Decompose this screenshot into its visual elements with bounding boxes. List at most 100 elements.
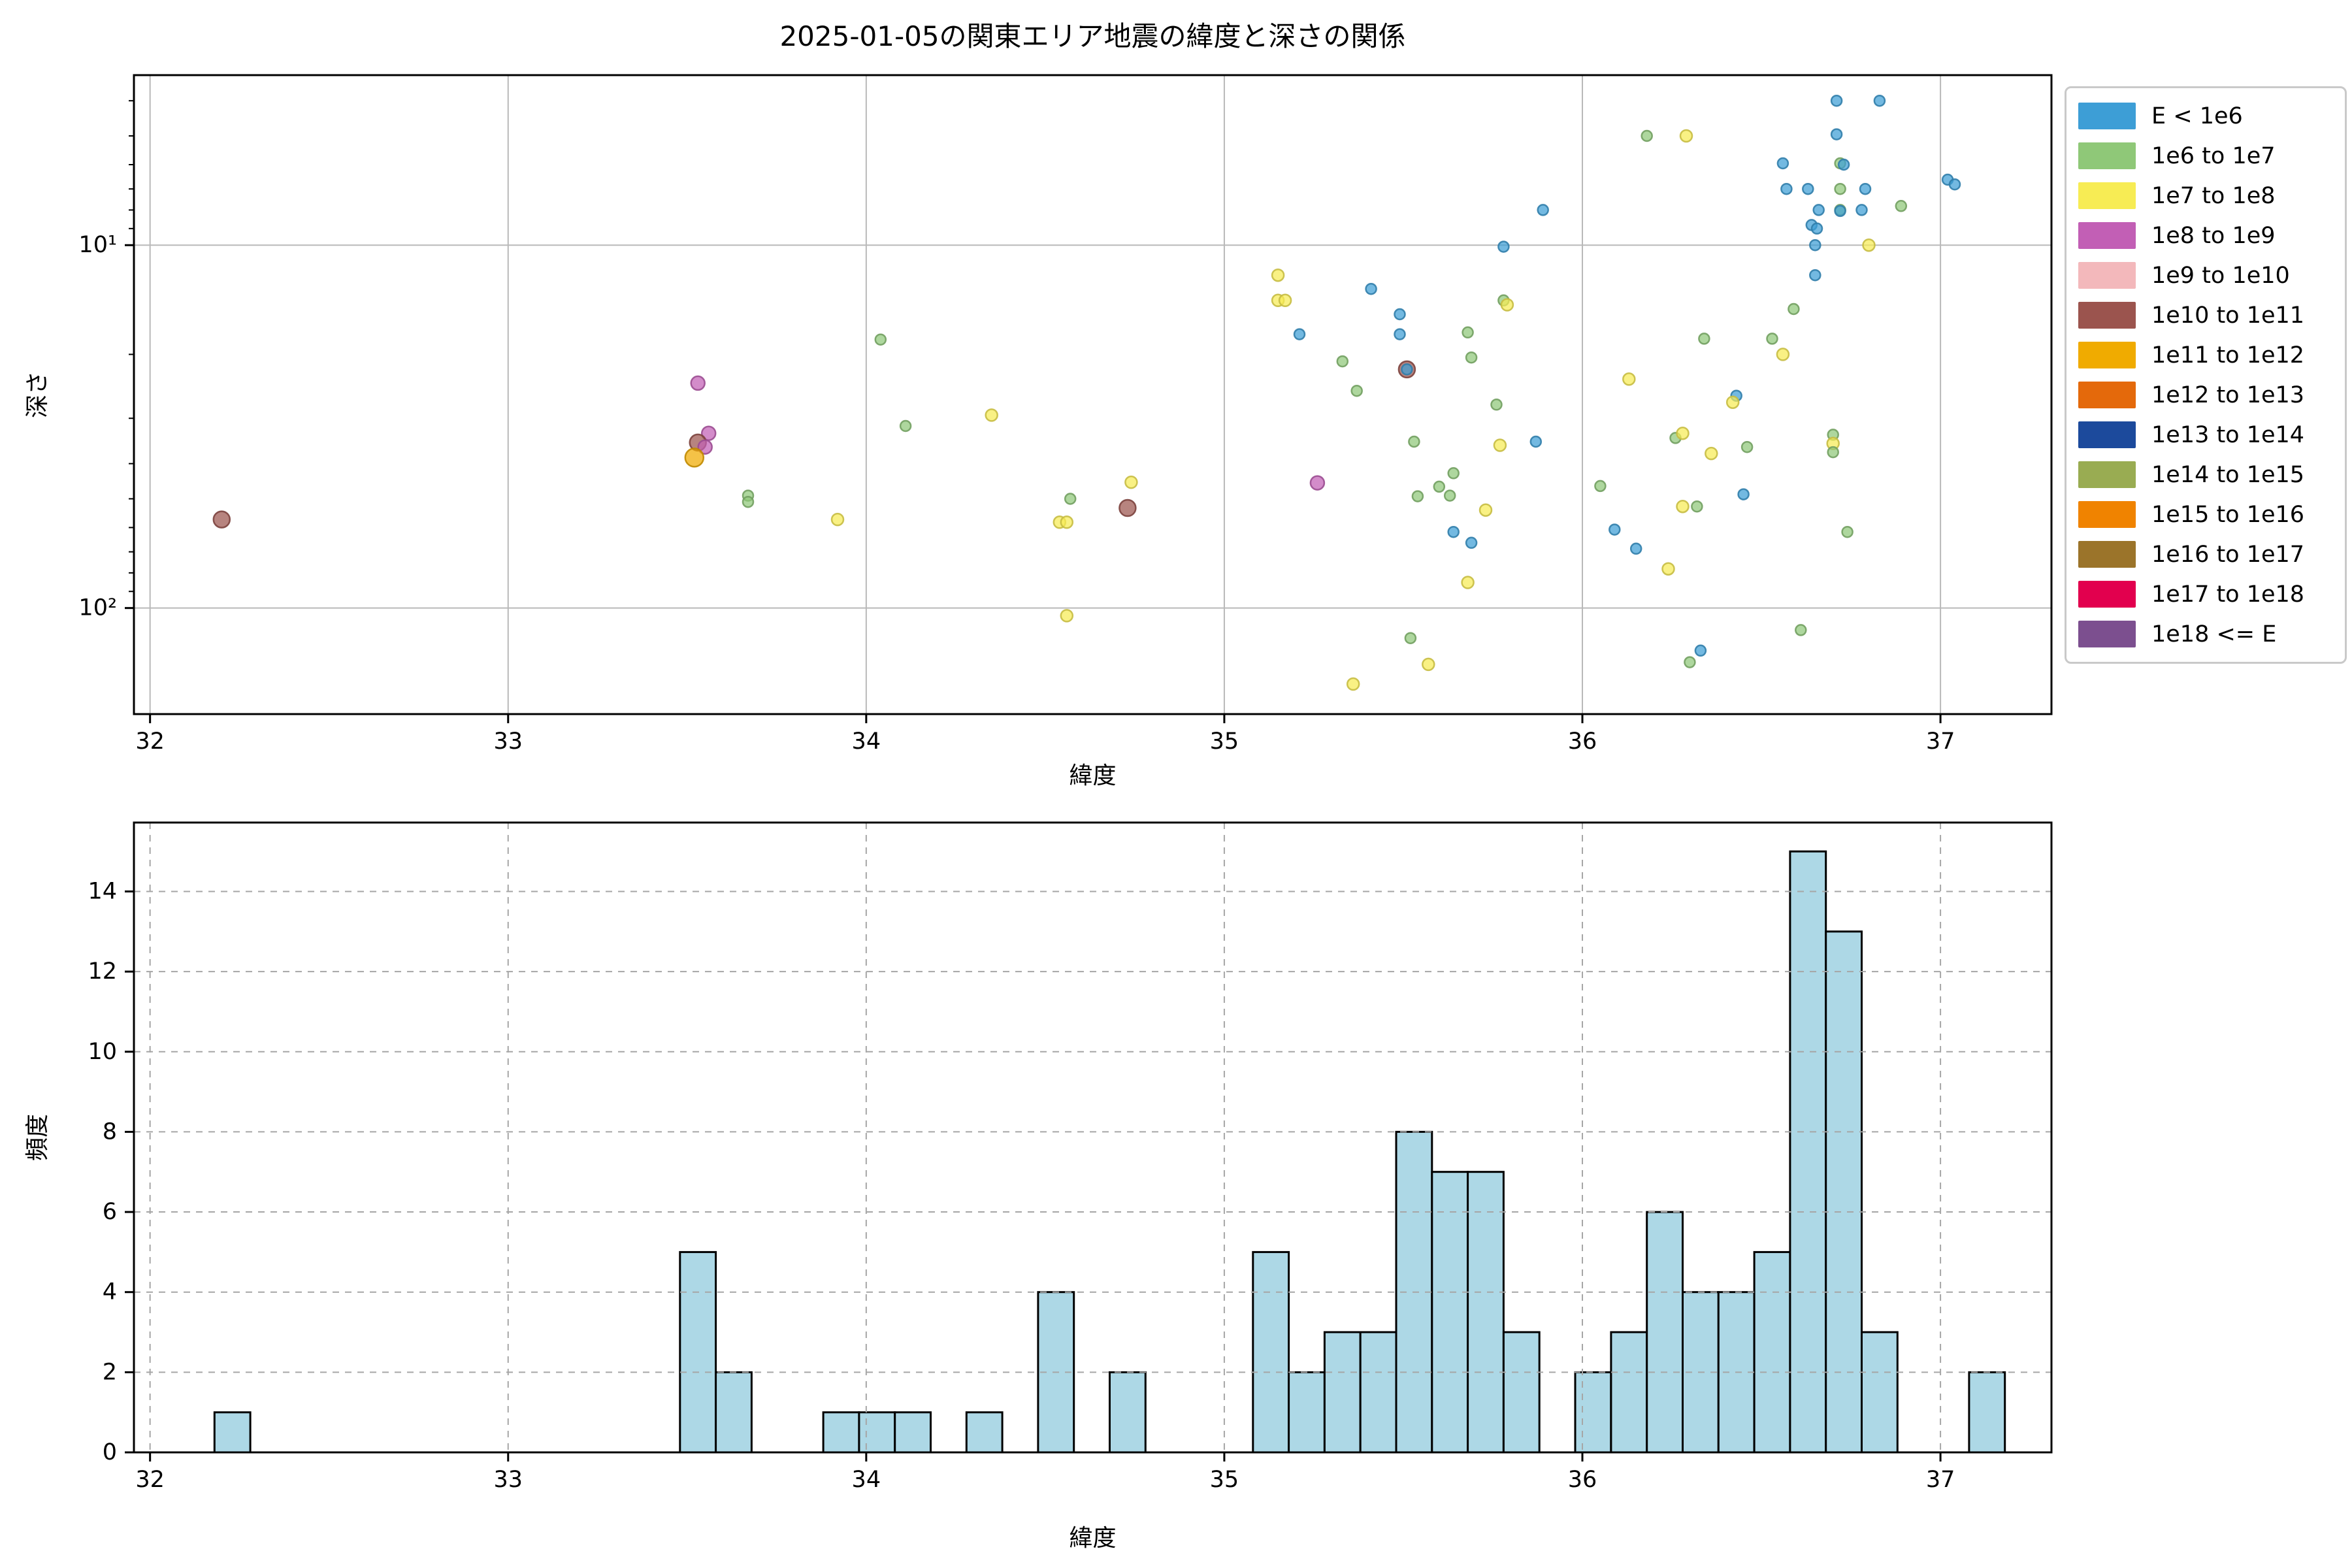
scatter-point xyxy=(1394,328,1406,340)
legend-label: 1e7 to 1e8 xyxy=(2151,182,2276,209)
hist-bar xyxy=(1825,930,1863,1454)
scatter-point xyxy=(1500,298,1514,312)
legend-swatch xyxy=(2078,342,2136,368)
scatter-point xyxy=(1060,515,1074,529)
scatter-point xyxy=(1705,446,1718,461)
scatter-point xyxy=(1461,576,1475,589)
scatter-point xyxy=(1609,523,1621,536)
scatter-point xyxy=(1462,326,1474,339)
scatter-point xyxy=(1465,351,1478,364)
hist-bar xyxy=(1502,1331,1541,1454)
hist-bar xyxy=(822,1411,860,1454)
scatter-point xyxy=(1837,158,1850,171)
scatter-point xyxy=(1684,656,1696,668)
legend-item: 1e11 to 1e12 xyxy=(2066,335,2345,375)
legend-swatch xyxy=(2078,302,2136,329)
scatter-point xyxy=(1309,475,1326,491)
hist-y-tick-label: 6 xyxy=(103,1199,117,1225)
legend-swatch xyxy=(2078,501,2136,528)
hist-bar xyxy=(213,1411,252,1454)
legend-item: 1e10 to 1e11 xyxy=(2066,295,2345,335)
scatter-axes: 32 33 34 35 36 37 10¹ 10² xyxy=(78,74,2053,755)
hist-bar xyxy=(1431,1171,1469,1454)
legend: E < 1e6 1e6 to 1e7 1e7 to 1e8 1e8 to 1e9 1e9… xyxy=(2065,86,2347,664)
scatter-point xyxy=(1810,222,1823,235)
hist-y-tick-label: 12 xyxy=(88,958,117,985)
legend-item: 1e12 to 1e13 xyxy=(2066,375,2345,415)
legend-item: 1e13 to 1e14 xyxy=(2066,415,2345,455)
hist-bar xyxy=(1753,1250,1791,1454)
legend-item: 1e16 to 1e17 xyxy=(2066,534,2345,574)
scatter-point xyxy=(874,333,887,346)
legend-item: 1e14 to 1e15 xyxy=(2066,455,2345,495)
scatter-point xyxy=(1497,240,1510,253)
hist-bar xyxy=(894,1411,932,1454)
scatter-point xyxy=(1408,435,1420,448)
hist-bar xyxy=(1467,1171,1505,1454)
scatter-point xyxy=(1447,525,1460,538)
legend-item: 1e9 to 1e10 xyxy=(2066,255,2345,295)
hist-x-tick-label: 33 xyxy=(493,1467,523,1493)
scatter-point xyxy=(1478,503,1493,517)
scatter-point xyxy=(1780,182,1793,195)
scatter-point xyxy=(1433,480,1446,493)
legend-item: 1e15 to 1e16 xyxy=(2066,495,2345,534)
scatter-point xyxy=(1411,490,1424,502)
scatter-point xyxy=(1365,282,1377,295)
scatter-point xyxy=(1694,644,1707,657)
legend-label: 1e16 to 1e17 xyxy=(2151,541,2305,568)
scatter-points xyxy=(212,94,1961,691)
scatter-point xyxy=(690,375,706,391)
scatter-point xyxy=(1271,268,1285,282)
scatter-point xyxy=(1827,446,1839,459)
legend-swatch xyxy=(2078,222,2136,249)
scatter-point xyxy=(1661,562,1675,576)
hist-y-tick-label: 8 xyxy=(103,1119,117,1145)
scatter-point xyxy=(1725,395,1740,409)
legend-swatch xyxy=(2078,581,2136,608)
scatter-point xyxy=(684,448,705,468)
hist-bar xyxy=(1323,1331,1362,1454)
scatter-point xyxy=(1394,308,1406,321)
legend-swatch xyxy=(2078,541,2136,568)
scatter-point xyxy=(1809,238,1821,252)
hist-bar xyxy=(1789,850,1827,1454)
legend-item: 1e7 to 1e8 xyxy=(2066,176,2345,216)
legend-swatch xyxy=(2078,382,2136,408)
hist-bar xyxy=(1288,1371,1326,1454)
scatter-point xyxy=(1809,269,1821,282)
scatter-point xyxy=(1698,333,1710,345)
legend-swatch xyxy=(2078,461,2136,488)
legend-swatch xyxy=(2078,421,2136,448)
hist-y-tick-label: 2 xyxy=(103,1359,117,1385)
scatter-point xyxy=(1124,475,1138,489)
scatter-point xyxy=(1278,293,1292,308)
scatter-y-axis-label: 深さ xyxy=(24,370,51,419)
scatter-point xyxy=(1641,129,1653,142)
scatter-point xyxy=(700,425,717,441)
legend-label: 1e12 to 1e13 xyxy=(2151,382,2305,408)
legend-swatch xyxy=(2078,182,2136,209)
legend-item: 1e17 to 1e18 xyxy=(2066,574,2345,614)
hist-bar xyxy=(858,1411,896,1454)
scatter-point xyxy=(1529,435,1543,448)
hist-y-tick-label: 10 xyxy=(88,1039,117,1065)
histogram-axes: 32 33 34 35 36 37 0 2 4 6 8 10 12 14 xyxy=(88,821,2053,1493)
scatter-point xyxy=(1859,182,1872,195)
scatter-point xyxy=(1795,624,1807,636)
hist-bar xyxy=(1359,1331,1397,1454)
scatter-point xyxy=(1537,204,1549,216)
scatter-point xyxy=(1737,488,1750,500)
scatter-x-tick-label: 36 xyxy=(1568,728,1597,755)
hist-bar xyxy=(1968,1371,2006,1454)
scatter-point xyxy=(1841,525,1854,538)
scatter-point xyxy=(1346,677,1360,691)
scatter-point xyxy=(1788,302,1800,316)
hist-y-tick-label: 4 xyxy=(103,1279,117,1305)
scatter-point xyxy=(1490,399,1503,411)
scatter-point xyxy=(1293,328,1306,340)
hist-bar xyxy=(1574,1371,1612,1454)
hist-x-tick-label: 35 xyxy=(1210,1467,1239,1493)
